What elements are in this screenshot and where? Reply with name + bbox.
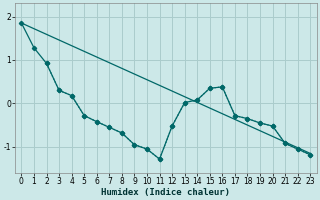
X-axis label: Humidex (Indice chaleur): Humidex (Indice chaleur) [101, 188, 230, 197]
